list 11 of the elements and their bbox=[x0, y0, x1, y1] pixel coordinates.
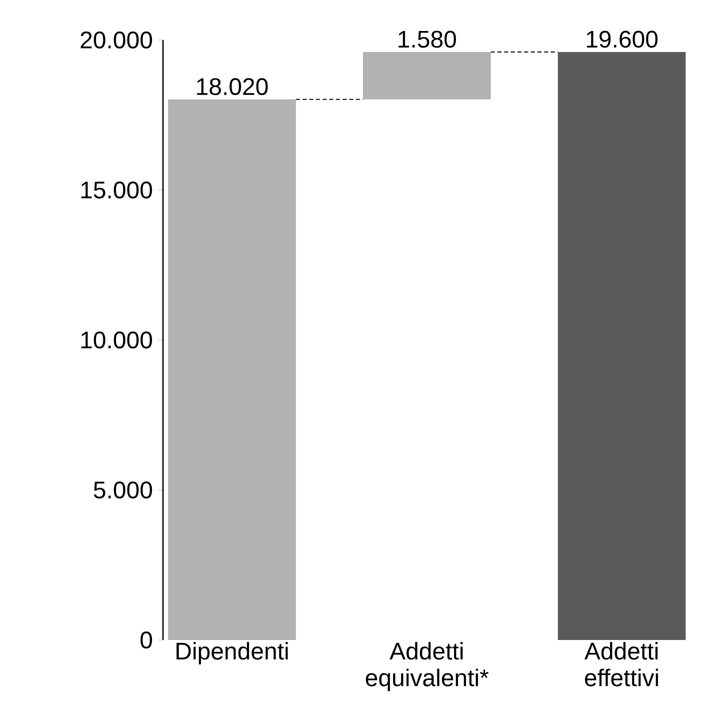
y-tick-label: 10.000 bbox=[81, 331, 152, 348]
x-tick-label: Addetti effettivi bbox=[584, 642, 658, 686]
y-tick-label: 5.000 bbox=[94, 481, 152, 498]
x-tick-label: Dipendenti bbox=[176, 642, 288, 664]
y-tick-label: 0 bbox=[140, 631, 152, 648]
data-label: 19.600 bbox=[586, 30, 658, 48]
y-tick-label: 20.000 bbox=[80, 31, 152, 48]
data-label: 18.020 bbox=[197, 78, 268, 96]
y-tick-label: 15.000 bbox=[81, 181, 152, 198]
x-tick-label: Addetti equivalenti* bbox=[366, 642, 489, 692]
data-label: 1.580 bbox=[398, 30, 456, 48]
